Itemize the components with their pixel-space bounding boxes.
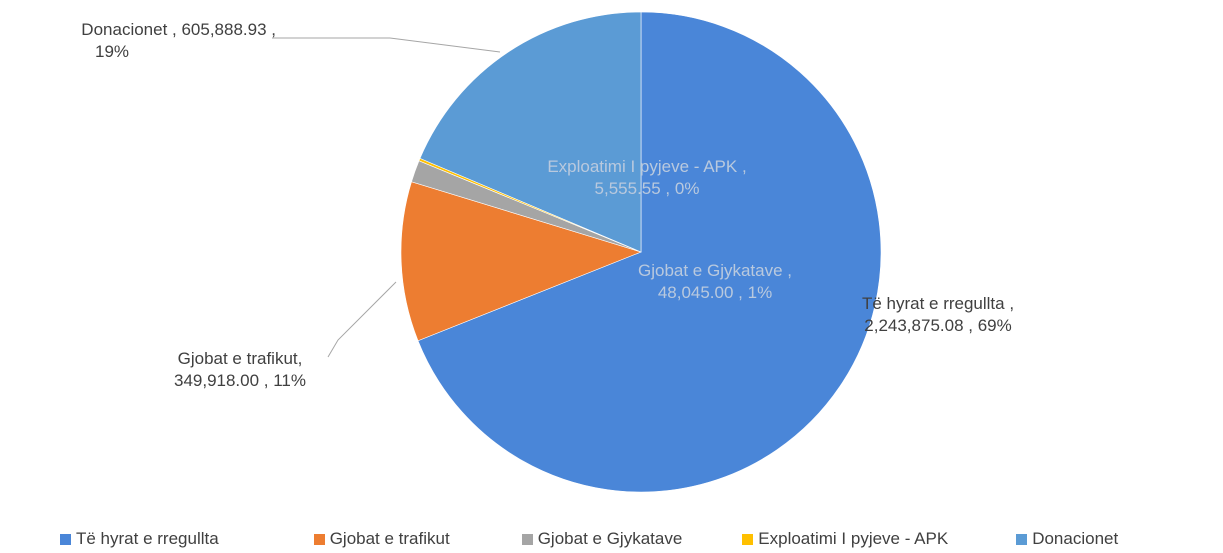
slice-label-donations: Donacionet , 605,888.93 , 19% [8,19,276,63]
slice-label-forest-line1: Exploatimi I pyjeve - APK , [547,157,747,176]
slice-label-courts-line1: Gjobat e Gjykatave , [637,261,793,280]
legend-item-t-hyrat-e-rregullta: Të hyrat e rregullta [60,529,219,549]
pie-slices [400,11,882,493]
slice-label-courts: Gjobat e Gjykatave , 48,045.00 , 1% [600,260,830,304]
pie-slice-gjobat-e-trafikut [400,181,642,342]
legend-swatch [313,533,325,545]
legend-item-exploatimi-i-pyjeve-apk: Exploatimi I pyjeve - APK [742,529,948,549]
legend-label: Donacionet [1032,529,1119,548]
legend-label: Exploatimi I pyjeve - APK [758,529,949,548]
slice-label-traffic: Gjobat e trafikut, 349,918.00 , 11% [140,348,340,392]
slice-label-forest: Exploatimi I pyjeve - APK , 5,555.55 , 0… [512,156,782,200]
legend-swatch [521,533,533,545]
slice-label-regular: Të hyrat e rregullta , 2,243,875.08 , 69… [818,293,1058,337]
legend-item-gjobat-e-gjykatave: Gjobat e Gjykatave [521,529,683,549]
legend-label: Të hyrat e rregullta [76,529,219,548]
legend-swatch [60,533,71,545]
legend-label: Gjobat e Gjykatave [537,529,683,548]
legend-item-gjobat-e-trafikut: Gjobat e trafikut [313,529,450,549]
chart-legend: Të hyrat e rregullta Gjobat e trafikut Gjo… [60,528,1223,550]
pie-slice-t-hyrat-e-rregullta [417,11,882,493]
slice-label-regular-line1: Të hyrat e rregullta , [861,294,1015,313]
legend-label: Gjobat e trafikut [329,529,450,548]
pie-slice-donacionet [419,11,642,253]
leader-line-donations [272,37,501,53]
slice-label-forest-line2: 5,555.55 , 0% [594,179,700,198]
slice-label-donations-line1: Donacionet , 605,888.93 , [81,20,276,39]
legend-item-donacionet: Donacionet [1016,529,1118,549]
leader-line-traffic [327,281,397,358]
slice-label-traffic-line2: 349,918.00 , 11% [173,371,306,390]
slice-label-regular-line2: 2,243,875.08 , 69% [864,316,1012,335]
legend-swatch [742,533,754,545]
leader-lines [272,37,501,358]
slice-label-donations-line2: 19% [94,42,130,61]
slice-label-traffic-line1: Gjobat e trafikut, [177,349,303,368]
legend-swatch [1016,533,1028,545]
slice-label-courts-line2: 48,045.00 , 1% [657,283,773,302]
